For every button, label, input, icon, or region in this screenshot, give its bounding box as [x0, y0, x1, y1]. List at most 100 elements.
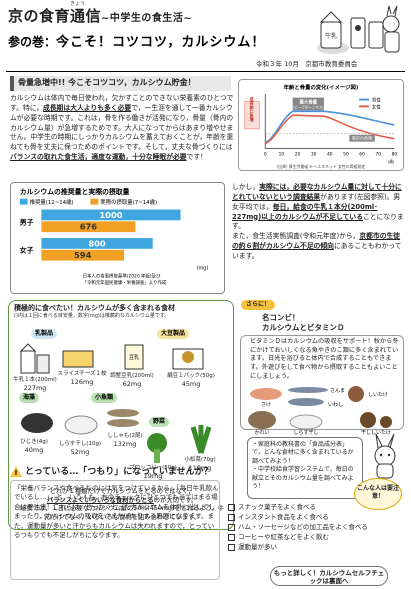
vd-food-dried-shiitake: 干ししいたけ: [361, 430, 391, 436]
soy-milk-icon: 豆乳: [124, 344, 144, 370]
group-seaweed-tag: 海藻: [19, 393, 40, 404]
legend-actual: 実際の摂取量(7~14歳): [100, 198, 157, 206]
issue-date: 令和３年 10月 京都市教育委員会: [256, 60, 357, 69]
growth-label-box: [244, 101, 260, 130]
rabbit-character-icon: [374, 434, 396, 479]
checklist-label: ハム・ソーセージなどの加工品をよく食べる: [238, 523, 368, 532]
checklist: スナック菓子をよく食べる インスタント食品をよく食べる ハム・ソーセージなどの加…: [228, 502, 404, 552]
food-soymilk: 調整豆乳(200ml) 62mg: [105, 373, 159, 389]
checklist-label: コーヒーや紅茶などをよく飲む: [238, 533, 329, 542]
date-text: 令和３年 10月: [256, 60, 299, 68]
para: カルシウムは体内で毎日使われ，欠かすことのできない栄養素のひとつです。特に，: [10, 94, 234, 112]
bar: [41, 249, 125, 261]
checklist-item[interactable]: コーヒーや紅茶などをよく飲む: [228, 532, 404, 542]
checklist-label: 運動量が多い: [238, 543, 277, 552]
bottom-text: 「栄養バランスや食べるものには気をつけているから」「毎日牛乳飲んでいるし…」，と…: [14, 484, 219, 540]
group-fish-tag: 小魚類: [91, 393, 118, 404]
foods-note: ()内は１回に食べる目安量，数字(mg)は推薦的なカルシウム量です。: [14, 313, 170, 320]
food-mg: 52mg: [70, 448, 90, 457]
food-mg: 227mg: [23, 384, 47, 393]
food-cheese: スライスチーズ１枚 126mg: [57, 371, 107, 387]
bar: [41, 209, 181, 221]
x-tick-label: 10: [279, 151, 285, 157]
x-tick-label: 20: [295, 151, 301, 157]
food-mg: 45mg: [181, 380, 201, 389]
legend-recommended: 推奨量(12~14歳): [30, 198, 74, 206]
fracture-risk-box: [349, 134, 375, 142]
food-mg: 119mg: [188, 464, 212, 473]
group-soy-tag: 大豆製品: [157, 329, 190, 340]
bone-chart-title: 年齢と骨量の変化(イメージ図): [284, 83, 359, 91]
calcium-foods-box: 積極的に食べたい！カルシウムが多く含まれる食材 ()内は１回に食べる目安量，数字…: [8, 300, 234, 530]
food-name: 牛乳１本(200ml): [13, 377, 57, 383]
food-hijiki: ひじき(4g) 40mg: [11, 439, 57, 455]
food-broccoli: ブロッコリー(50g) 19mg: [127, 465, 179, 481]
checklist-label: スナック菓子をよく食べる: [238, 503, 316, 511]
para-highlight: 京都市の生徒の約６割がカルシウム不足の傾向: [232, 232, 401, 251]
more-info-callout: もっと詳しく！カルシウムセルフチェックは裏面へ: [270, 566, 388, 586]
food-name: 絹豆１パック(50g): [167, 373, 215, 379]
foods-message: どれか１種類だけでカルシウムをとるのではなく， バランスよくいろいろな食材からと…: [19, 488, 225, 523]
checkbox[interactable]: [228, 543, 235, 551]
foods-title: 積極的に食べたい！カルシウムが多く含まれる食材: [14, 304, 175, 312]
shirasu-icon: [64, 415, 98, 435]
svg-text:豆乳: 豆乳: [129, 354, 139, 361]
cheese-icon: [62, 350, 94, 368]
checklist-item[interactable]: スナック菓子をよく食べる: [228, 502, 404, 512]
food-name: ししゃも(2尾): [107, 433, 143, 439]
para: があります(左図参照)。男女平均では，: [232, 192, 401, 211]
x-tick-label: 70: [375, 151, 381, 157]
checkbox[interactable]: [228, 533, 235, 541]
section-title-bone: 骨量急増中!! 今こそコツコツ，カルシウム貯金！: [10, 76, 231, 91]
legend-recommended-swatch: [19, 198, 28, 205]
x-tick-label: 50: [343, 151, 349, 157]
category-label: 男子: [19, 218, 34, 226]
food-name: ひじき(4g): [20, 439, 48, 445]
title-ruby: きょう: [70, 1, 86, 7]
food-mg: 19mg: [143, 472, 163, 481]
checklist-item[interactable]: インスタント食品をよく食べる: [228, 512, 404, 522]
vitamin-d-label: さらに！: [241, 300, 276, 311]
caution-bubble: こんな人は要注意！: [354, 478, 402, 510]
natto-icon: [172, 348, 204, 370]
study-suggestions-box: ・家庭科の教科書の「食品成分表」で，どんな食材に多く含まれているか調べてみよう！…: [247, 437, 363, 499]
fracture-risk-label: 骨折の危険: [352, 135, 372, 141]
food-shishamo: ししゃも(2尾) 132mg: [101, 433, 149, 449]
study-item: ・中学校給食学習システムで，毎日の献立とそのカルシウム量を調べてみよう！: [252, 466, 354, 490]
bar: [41, 238, 153, 249]
issue-main: 今こそ！コツコツ，カルシウム！: [56, 35, 266, 50]
bar-value-label: 676: [80, 222, 98, 232]
x-tick-label: 0: [264, 151, 267, 157]
komatsuna-icon: [190, 425, 212, 454]
vitamin-d-title: 名コンビ！ カルシウムとビタミンＤ: [262, 313, 345, 333]
warning-icon: !: [10, 466, 22, 477]
x-tick-label: 40: [327, 151, 333, 157]
checklist-item[interactable]: ハム・ソーセージなどの加工品をよく食べる: [228, 522, 404, 532]
group-veg-tag: 野菜: [149, 417, 170, 428]
vitamin-d-text: ビタミンＤはカルシウムの吸収をサポート！秋から冬にかけておいしくなる魚やきのこ類…: [250, 338, 399, 380]
msg-highlight: バランスよくいろいろな食材からとる: [46, 496, 154, 504]
checklist-item[interactable]: 運動量が多い: [228, 542, 404, 552]
checkbox[interactable]: [228, 513, 235, 521]
checkbox[interactable]: [228, 503, 235, 511]
vitamin-d-foods-illustration: さけ さんま いわし しいたけ かれい しらす干し 干ししいたけ: [248, 386, 392, 436]
growth-label: 成長期に急増: [249, 96, 255, 122]
ca-unit: (mg): [197, 265, 209, 271]
para: で，一生涯を通して一番カルシウムが必要な時期です。これは，骨を作る働きが活発にな…: [10, 103, 234, 152]
checkbox[interactable]: [228, 523, 235, 531]
ca-source-2: 「令和元年国民健康・栄養調査」より作成: [83, 279, 167, 286]
para-highlight: 実際には，必要なカルシウム量に対して十分にとれていないという調査結果: [232, 183, 402, 201]
food-name: 小松菜(70g): [184, 457, 216, 463]
food-milk: 牛乳１本(200ml) 227mg: [11, 377, 59, 393]
food-name: ブロッコリー(50g): [129, 465, 177, 471]
svg-text:牛乳: 牛乳: [325, 32, 337, 40]
shishamo-icon: [107, 409, 139, 427]
male-curve: [264, 110, 395, 144]
vd-food-shirasu: しらす干し: [294, 430, 319, 436]
bottom-text-box: [10, 480, 220, 580]
x-tick-label: 80: [392, 151, 398, 157]
x-unit: (歳): [388, 159, 395, 164]
vd-title-1: 名コンビ！: [262, 313, 300, 322]
bar: [41, 221, 136, 233]
header-divider: [6, 71, 405, 72]
